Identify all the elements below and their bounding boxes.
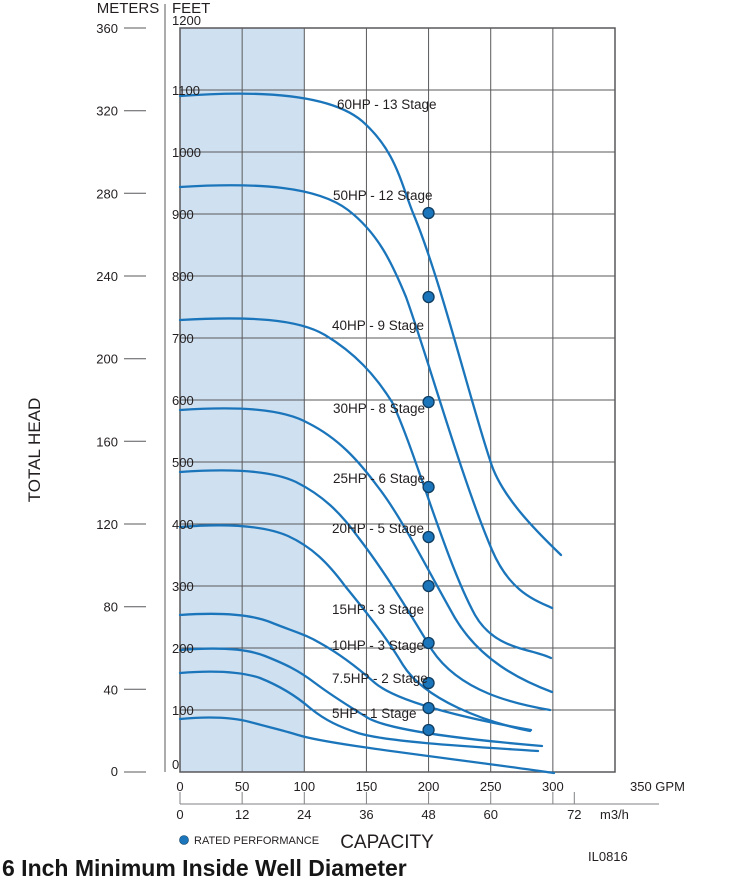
svg-text:800: 800 xyxy=(172,269,194,284)
svg-text:300: 300 xyxy=(172,579,194,594)
svg-text:30HP - 8 Stage: 30HP - 8 Stage xyxy=(333,401,425,416)
svg-text:150: 150 xyxy=(356,779,378,794)
svg-text:15HP - 3 Stage: 15HP - 3 Stage xyxy=(332,602,424,617)
svg-text:20HP - 5 Stage: 20HP - 5 Stage xyxy=(332,521,424,536)
svg-text:RATED PERFORMANCE: RATED PERFORMANCE xyxy=(194,835,319,847)
svg-text:1000: 1000 xyxy=(172,145,201,160)
svg-text:500: 500 xyxy=(172,455,194,470)
svg-text:50: 50 xyxy=(235,779,249,794)
svg-text:24: 24 xyxy=(297,807,311,822)
svg-text:1100: 1100 xyxy=(172,83,200,98)
svg-text:0: 0 xyxy=(176,779,183,794)
svg-text:36: 36 xyxy=(359,807,373,822)
svg-text:100: 100 xyxy=(172,703,194,718)
svg-text:10HP - 3 Stage: 10HP - 3 Stage xyxy=(332,638,424,653)
svg-text:250: 250 xyxy=(480,779,502,794)
svg-text:360: 360 xyxy=(96,21,118,36)
svg-text:300: 300 xyxy=(542,779,564,794)
svg-text:200: 200 xyxy=(96,352,118,367)
svg-text:200: 200 xyxy=(418,779,440,794)
svg-text:1200: 1200 xyxy=(172,13,201,28)
svg-text:6 Inch Minimum Inside Well Dia: 6 Inch Minimum Inside Well Diameter xyxy=(2,855,407,881)
svg-text:600: 600 xyxy=(172,393,194,408)
svg-text:60: 60 xyxy=(483,807,497,822)
svg-text:120: 120 xyxy=(96,517,118,532)
svg-text:IL0816: IL0816 xyxy=(588,849,628,864)
svg-text:40HP - 9 Stage: 40HP - 9 Stage xyxy=(332,318,424,333)
svg-text:320: 320 xyxy=(96,104,118,119)
svg-text:48: 48 xyxy=(421,807,435,822)
svg-text:50HP - 12 Stage: 50HP - 12 Stage xyxy=(333,188,433,203)
svg-text:80: 80 xyxy=(104,600,118,615)
svg-text:0: 0 xyxy=(111,764,118,779)
svg-text:72: 72 xyxy=(567,807,581,822)
svg-text:200: 200 xyxy=(172,641,194,656)
svg-text:160: 160 xyxy=(96,434,118,449)
svg-text:0: 0 xyxy=(172,757,179,772)
svg-text:0: 0 xyxy=(176,807,183,822)
svg-text:CAPACITY: CAPACITY xyxy=(340,832,434,853)
svg-text:100: 100 xyxy=(293,779,315,794)
svg-text:12: 12 xyxy=(235,807,249,822)
svg-text:900: 900 xyxy=(172,207,194,222)
svg-text:TOTAL HEAD: TOTAL HEAD xyxy=(25,398,44,503)
svg-text:280: 280 xyxy=(96,186,118,201)
svg-text:5HP - 1 Stage: 5HP - 1 Stage xyxy=(332,706,417,721)
svg-text:METERS: METERS xyxy=(97,0,160,17)
svg-text:240: 240 xyxy=(96,269,118,284)
svg-text:m3/h: m3/h xyxy=(600,807,629,822)
svg-text:350 GPM: 350 GPM xyxy=(630,779,685,794)
svg-text:60HP - 13 Stage: 60HP - 13 Stage xyxy=(337,97,437,112)
svg-text:40: 40 xyxy=(104,682,118,697)
svg-text:25HP - 6 Stage: 25HP - 6 Stage xyxy=(333,471,425,486)
svg-text:700: 700 xyxy=(172,331,194,346)
svg-text:7.5HP - 2 Stage: 7.5HP - 2 Stage xyxy=(332,671,428,686)
svg-text:400: 400 xyxy=(172,517,194,532)
